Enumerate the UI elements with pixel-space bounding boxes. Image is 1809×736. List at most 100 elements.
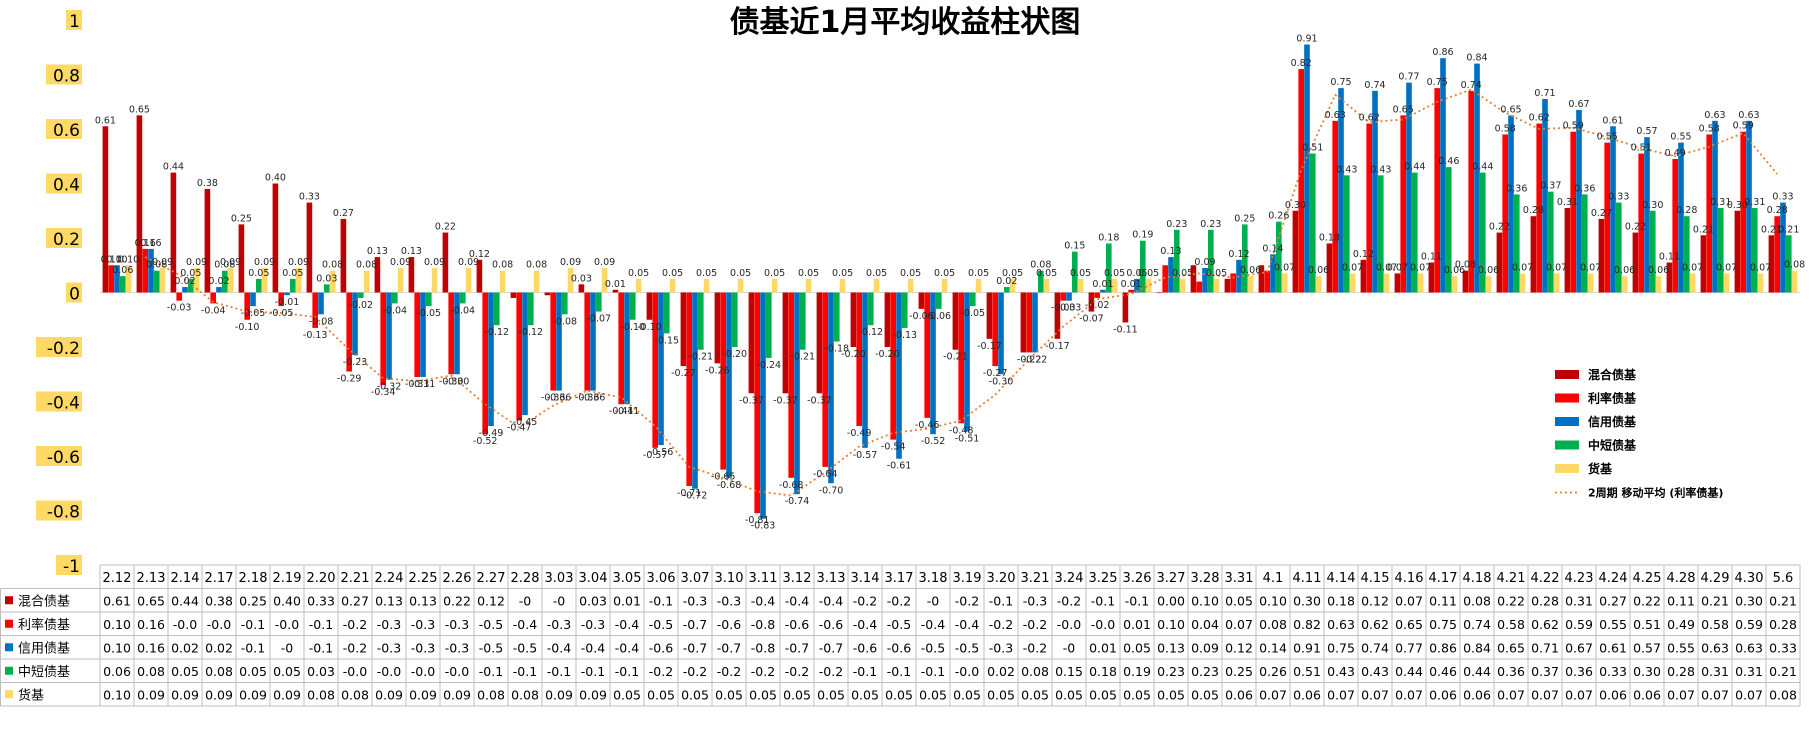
table-cell: 0.15 <box>1055 664 1083 679</box>
data-label: -0.08 <box>309 316 334 327</box>
bar <box>284 292 290 296</box>
data-label: -0.51 <box>955 433 980 444</box>
data-label: -0.47 <box>507 423 532 434</box>
data-label: 0.09 <box>220 257 241 268</box>
data-label: 0.08 <box>1030 260 1051 271</box>
table-cell: 0.59 <box>1565 617 1593 632</box>
table-legend-key <box>5 596 13 605</box>
data-label: 0.05 <box>1104 268 1125 279</box>
table-cell: 0.08 <box>205 664 233 679</box>
table-cell: 0.08 <box>1463 593 1491 608</box>
data-label: -0.05 <box>417 308 442 319</box>
bar <box>108 265 114 293</box>
data-label: 0.07 <box>1387 262 1408 273</box>
bar <box>1684 216 1690 293</box>
data-label: 0.05 <box>764 268 785 279</box>
table-cell: 0.07 <box>1701 687 1729 702</box>
bar <box>952 292 959 350</box>
table-cell: -0.8 <box>751 640 775 655</box>
data-label: 0.03 <box>571 273 592 284</box>
x-tick-label: 4.22 <box>1531 571 1560 586</box>
bar <box>1774 216 1780 293</box>
table-cell: -0 <box>519 593 532 608</box>
bar <box>873 278 880 293</box>
bar <box>380 292 386 386</box>
bar <box>414 292 420 377</box>
table-cell: -0.1 <box>309 640 333 655</box>
table-cell: 0.05 <box>987 687 1015 702</box>
table-cell: -0.5 <box>479 617 503 632</box>
y-tick-label: -0.6 <box>47 448 80 468</box>
table-cell: -0.5 <box>513 640 537 655</box>
x-tick-label: 2.19 <box>273 571 302 586</box>
data-label: -0.83 <box>751 521 776 532</box>
x-tick-label: 2.24 <box>375 571 404 586</box>
data-label: 0.08 <box>1784 260 1805 271</box>
x-tick-label: 4.28 <box>1667 571 1696 586</box>
table-cell: 0.13 <box>1157 640 1185 655</box>
x-tick-label: 2.12 <box>103 571 132 586</box>
bar <box>970 292 976 307</box>
x-tick-label: 3.27 <box>1157 571 1186 586</box>
bar <box>290 278 296 293</box>
bar <box>1038 270 1044 293</box>
data-label: 0.05 <box>968 268 989 279</box>
y-tick-highlight <box>66 10 82 30</box>
table-cell: 0.06 <box>1463 687 1491 702</box>
bar <box>1768 235 1775 293</box>
data-labels-group: 0.61 0.65 0.44 0.38 0.25 0.40 0.33 0.27 0.13 0.13… <box>95 34 1805 532</box>
data-label: -0.10 <box>621 322 646 333</box>
table-cell: 0.84 <box>1463 640 1491 655</box>
bar <box>766 292 772 358</box>
data-label: -0.15 <box>655 335 680 346</box>
table-cell: 0.05 <box>1157 687 1185 702</box>
data-label: 0.38 <box>197 178 218 189</box>
bar <box>170 172 177 293</box>
bar <box>1786 235 1792 293</box>
bar <box>1700 235 1707 293</box>
data-label: -0.21 <box>689 352 714 363</box>
bar <box>1752 208 1758 293</box>
table-cell: 0.65 <box>137 593 165 608</box>
data-label: 0.05 <box>628 268 649 279</box>
data-label: -0.41 <box>615 406 640 417</box>
table-cell: -0.1 <box>241 640 265 655</box>
data-label: 0.08 <box>322 260 343 271</box>
bar <box>1111 278 1118 293</box>
data-label: -0.72 <box>683 491 708 502</box>
data-label: -0.10 <box>637 322 662 333</box>
bar <box>748 292 755 394</box>
bar <box>1655 276 1662 293</box>
data-label: -0.49 <box>847 428 872 439</box>
table-cell: 0.07 <box>1225 617 1253 632</box>
table-cell: 0.55 <box>1667 640 1695 655</box>
y-tick-highlight <box>66 282 82 303</box>
table-cell: -0.1 <box>241 617 265 632</box>
data-label: 0.07 <box>1342 262 1363 273</box>
bar <box>1264 270 1270 293</box>
data-label: 0.58 <box>1699 123 1720 134</box>
bar <box>794 292 800 495</box>
bar <box>522 292 528 416</box>
bar <box>862 292 868 448</box>
data-label: 0.05 <box>934 268 955 279</box>
bar <box>136 115 143 293</box>
table-cell: 0.71 <box>1531 640 1559 655</box>
data-label: 0.13 <box>401 246 422 257</box>
table-cell: 0.63 <box>1327 617 1355 632</box>
table-cell: 0.06 <box>1599 687 1627 702</box>
table-cell: -0.2 <box>989 617 1013 632</box>
data-label: -0.21 <box>943 352 968 363</box>
bar <box>482 292 488 435</box>
bar <box>1394 273 1401 293</box>
x-tick-label: 4.23 <box>1565 571 1594 586</box>
data-label: -0.03 <box>1057 303 1082 314</box>
bar <box>930 292 936 435</box>
bar <box>1332 120 1338 293</box>
table-legend-key <box>5 643 13 652</box>
table-cell: 0.07 <box>1361 687 1389 702</box>
bar <box>1106 243 1112 293</box>
data-label: 0.02 <box>996 276 1017 287</box>
data-label: 0.62 <box>1359 113 1380 124</box>
bar <box>210 292 216 304</box>
